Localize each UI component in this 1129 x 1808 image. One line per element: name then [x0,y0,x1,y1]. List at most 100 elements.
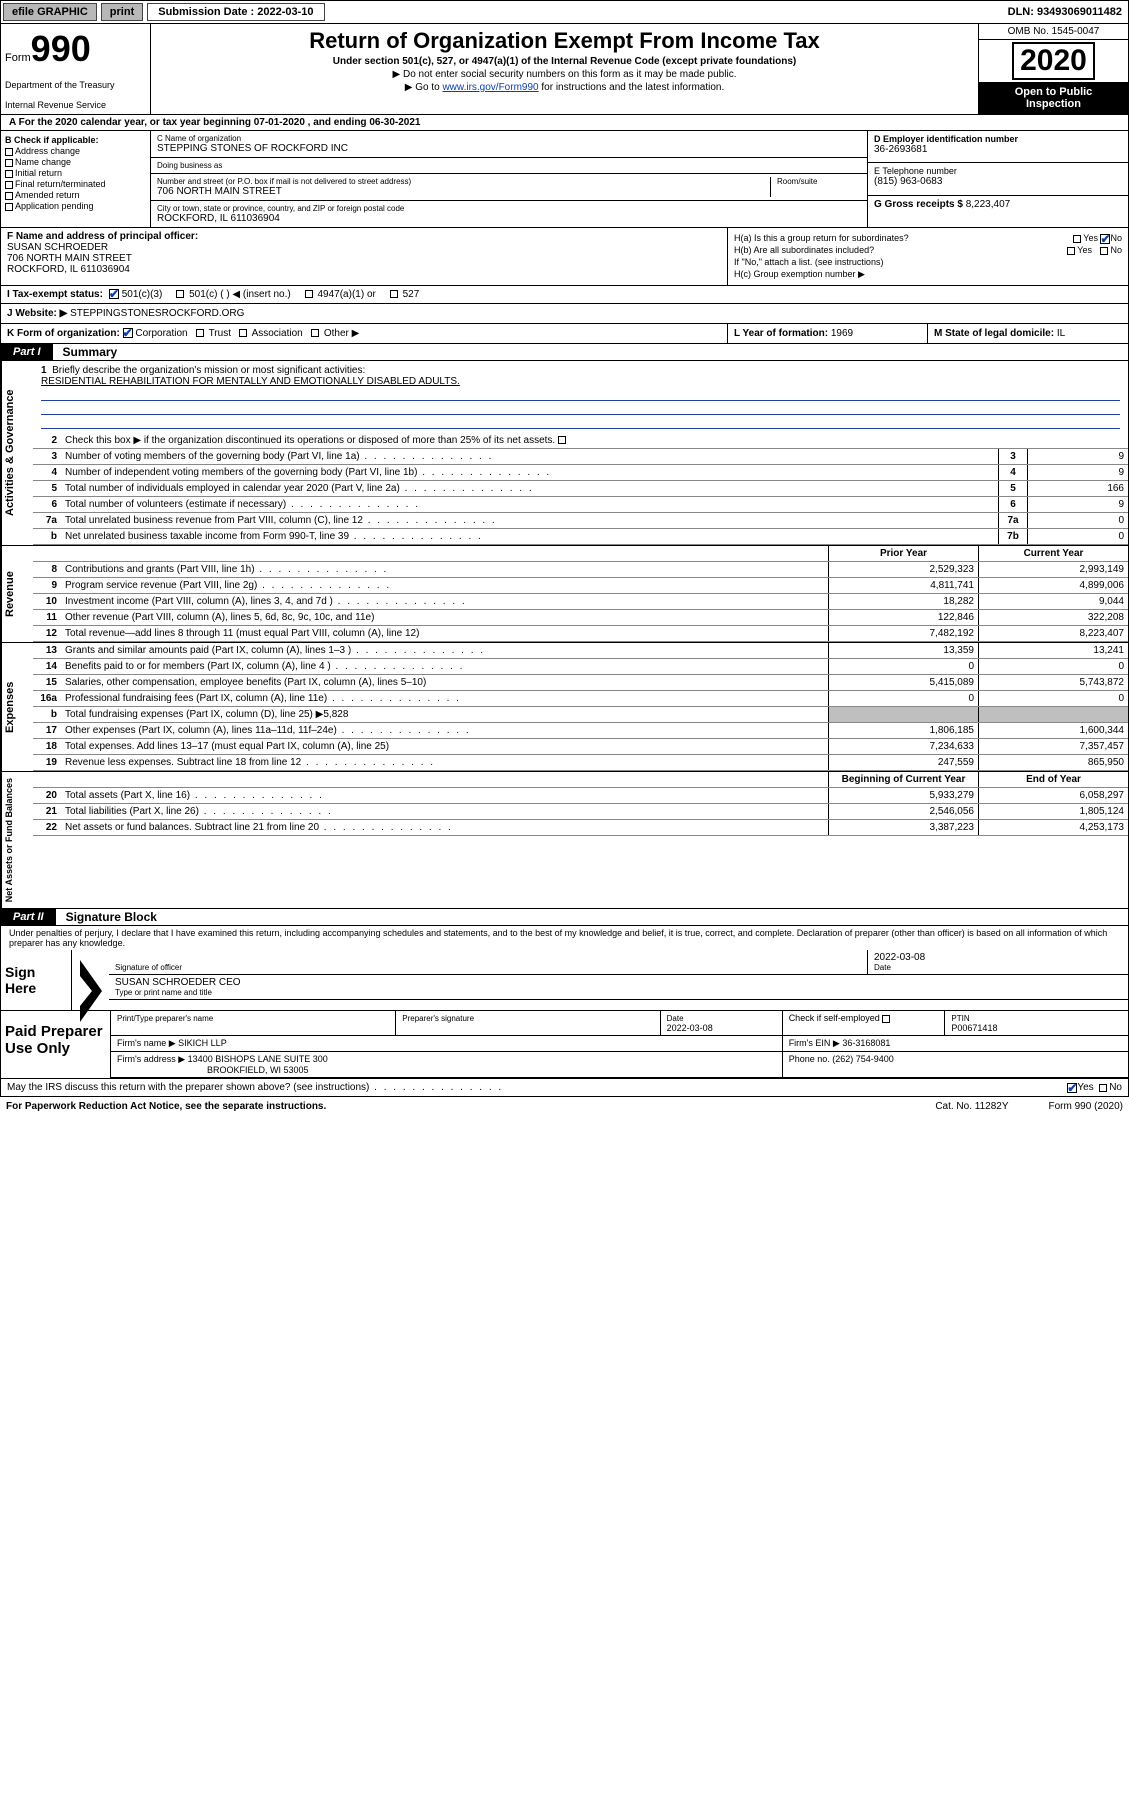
part1-header: Part I Summary [0,344,1129,361]
q4-value: 9 [1028,465,1128,480]
q2-checkbox[interactable] [558,436,566,444]
section-governance: Activities & Governance 1 Briefly descri… [0,361,1129,546]
r16a-prior: 0 [828,691,978,706]
checkbox-initial-return[interactable] [5,170,13,178]
cat-no: Cat. No. 11282Y [935,1101,1008,1112]
ein-label: D Employer identification number [874,134,1122,144]
q7b-text: Net unrelated business taxable income fr… [61,529,998,544]
officer-street: 706 NORTH MAIN STREET [7,253,721,264]
q5-value: 166 [1028,481,1128,496]
q2-text: Check this box ▶ if the organization dis… [65,435,555,446]
checkbox-app-pending[interactable] [5,203,13,211]
prep-date-label: Date [667,1014,684,1023]
k-other-checkbox[interactable] [311,329,319,337]
preparer-block: Paid Preparer Use Only Print/Type prepar… [1,1010,1128,1078]
tel-label: E Telephone number [874,166,1122,176]
q7a-text: Total unrelated business revenue from Pa… [61,513,998,528]
section-expenses: Expenses 13Grants and similar amounts pa… [0,643,1129,772]
dba-label: Doing business as [157,161,861,170]
r19-text: Revenue less expenses. Subtract line 18 … [61,755,828,770]
ptin-label: PTIN [951,1014,969,1023]
hb-no-checkbox[interactable] [1100,247,1108,255]
hb-yes-label: Yes [1077,245,1092,255]
i-4947-checkbox[interactable] [305,290,313,298]
firm-addr-label: Firm's address ▶ [117,1054,185,1064]
r9-prior: 4,811,741 [828,578,978,593]
self-emp-label: Check if self-employed [789,1013,880,1023]
inspection-label: Inspection [981,98,1126,110]
print-button[interactable]: print [101,3,143,21]
r10-prior: 18,282 [828,594,978,609]
website-value: STEPPINGSTONESROCKFORD.ORG [70,308,244,319]
prep-date-value: 2022-03-08 [667,1023,713,1033]
r12-curr: 8,223,407 [978,626,1128,641]
part2-header: Part II Signature Block [0,909,1129,926]
efile-graphic-button[interactable]: efile GRAPHIC [3,3,97,21]
r14-prior: 0 [828,659,978,674]
label-final-return: Final return/terminated [15,179,106,189]
ssn-note: ▶ Do not enter social security numbers o… [159,69,970,80]
i-527-label: 527 [403,289,420,300]
r18-curr: 7,357,457 [978,739,1128,754]
r15-curr: 5,743,872 [978,675,1128,690]
checkbox-address-change[interactable] [5,148,13,156]
hb-label: H(b) Are all subordinates included? [734,245,874,255]
part1-tag: Part I [1,344,53,360]
ha-label: H(a) Is this a group return for subordin… [734,233,909,243]
ha-yes-checkbox[interactable] [1073,235,1081,243]
self-emp-checkbox[interactable] [882,1015,890,1023]
firm-addr2: BROOKFIELD, WI 53005 [207,1065,309,1075]
mission-text: RESIDENTIAL REHABILITATION FOR MENTALLY … [41,376,460,387]
form-subtitle: Under section 501(c), 527, or 4947(a)(1)… [159,56,970,67]
ptin-value: P00671418 [951,1023,997,1033]
city-value: ROCKFORD, IL 611036904 [157,213,861,224]
r19-prior: 247,559 [828,755,978,770]
ha-no-checkbox[interactable] [1100,234,1110,244]
i-527-checkbox[interactable] [390,290,398,298]
k-assoc-label: Association [252,328,303,339]
goto-pre: ▶ Go to [405,82,443,93]
discuss-yes-checkbox[interactable] [1067,1083,1077,1093]
l-value: 1969 [831,328,853,339]
phone-value: (262) 754-9400 [832,1054,894,1064]
k-assoc-checkbox[interactable] [239,329,247,337]
label-amended: Amended return [15,190,80,200]
r20-text: Total assets (Part X, line 16) [61,788,828,803]
r15-text: Salaries, other compensation, employee b… [61,675,828,690]
discuss-no-checkbox[interactable] [1099,1084,1107,1092]
r13-text: Grants and similar amounts paid (Part IX… [61,643,828,658]
section-revenue: Revenue Prior YearCurrent Year 8Contribu… [0,546,1129,643]
sig-date-value: 2022-03-08 [874,952,1122,963]
tax-year-range: A For the 2020 calendar year, or tax yea… [0,115,1129,131]
gross-value: 8,223,407 [966,199,1011,210]
r10-text: Investment income (Part VIII, column (A)… [61,594,828,609]
q6-value: 9 [1028,497,1128,512]
q6-text: Total number of volunteers (estimate if … [61,497,998,512]
begin-year-header: Beginning of Current Year [828,772,978,787]
hb-yes-checkbox[interactable] [1067,247,1075,255]
r18-text: Total expenses. Add lines 13–17 (must eq… [61,739,828,754]
firm-name-label: Firm's name ▶ [117,1038,176,1048]
net-assets-sidelabel: Net Assets or Fund Balances [1,772,33,908]
checkbox-amended[interactable] [5,192,13,200]
r13-curr: 13,241 [978,643,1128,658]
label-address-change: Address change [15,146,80,156]
i-501c3-checkbox[interactable] [109,289,119,299]
section-b-title: B Check if applicable: [5,135,146,145]
checkbox-final-return[interactable] [5,181,13,189]
blank-line [41,403,1120,415]
dln-label: DLN: 93493069011482 [1002,4,1128,20]
l-label: L Year of formation: [734,328,828,339]
form-of-org-row: K Form of organization: Corporation Trus… [0,324,1129,344]
q7b-value: 0 [1028,529,1128,544]
form990-link[interactable]: www.irs.gov/Form990 [442,82,538,93]
i-4947-label: 4947(a)(1) or [317,289,375,300]
k-trust-checkbox[interactable] [196,329,204,337]
officer-group-block: F Name and address of principal officer:… [0,228,1129,286]
k-corp-checkbox[interactable] [123,328,133,338]
q5-text: Total number of individuals employed in … [61,481,998,496]
part2-tag: Part II [1,909,56,925]
m-label: M State of legal domicile: [934,328,1054,339]
checkbox-name-change[interactable] [5,159,13,167]
i-501c-checkbox[interactable] [176,290,184,298]
